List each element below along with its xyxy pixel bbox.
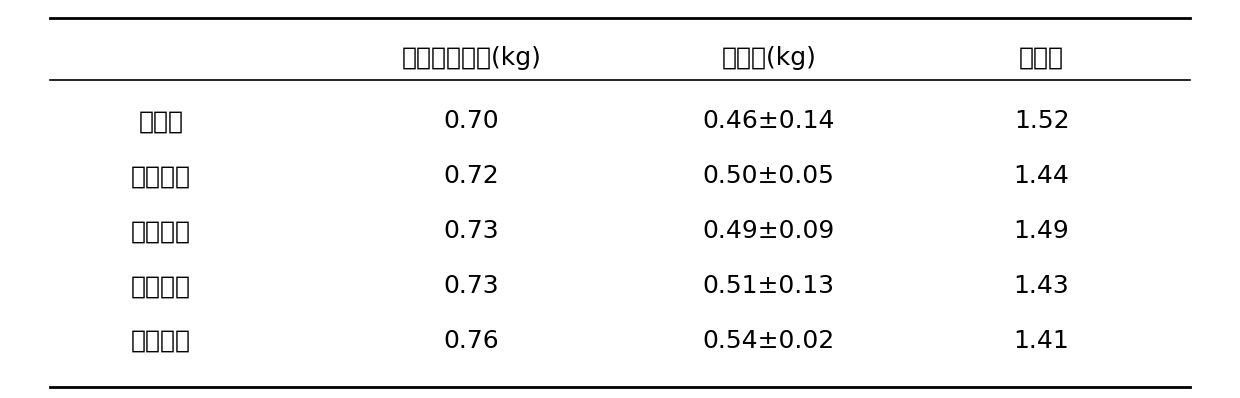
Text: 0.76: 0.76 <box>444 329 498 353</box>
Text: 处理组二: 处理组二 <box>131 219 191 243</box>
Text: 平均日采食量(kg): 平均日采食量(kg) <box>402 46 541 70</box>
Text: 0.49±0.09: 0.49±0.09 <box>703 219 835 243</box>
Text: 料肉比: 料肉比 <box>1019 46 1064 70</box>
Text: 0.51±0.13: 0.51±0.13 <box>703 274 835 298</box>
Text: 0.70: 0.70 <box>444 109 498 133</box>
Text: 0.50±0.05: 0.50±0.05 <box>703 164 835 188</box>
Text: 0.72: 0.72 <box>444 164 498 188</box>
Text: 0.54±0.02: 0.54±0.02 <box>703 329 835 353</box>
Text: 1.44: 1.44 <box>1013 164 1070 188</box>
Text: 0.73: 0.73 <box>444 219 498 243</box>
Text: 处理组三: 处理组三 <box>131 274 191 298</box>
Text: 1.43: 1.43 <box>1014 274 1069 298</box>
Text: 日增重(kg): 日增重(kg) <box>722 46 816 70</box>
Text: 1.49: 1.49 <box>1014 219 1069 243</box>
Text: 处理组一: 处理组一 <box>131 164 191 188</box>
Text: 0.46±0.14: 0.46±0.14 <box>703 109 835 133</box>
Text: 0.73: 0.73 <box>444 274 498 298</box>
Text: 空白组: 空白组 <box>139 109 184 133</box>
Text: 1.52: 1.52 <box>1014 109 1069 133</box>
Text: 1.41: 1.41 <box>1014 329 1069 353</box>
Text: 处理组四: 处理组四 <box>131 329 191 353</box>
